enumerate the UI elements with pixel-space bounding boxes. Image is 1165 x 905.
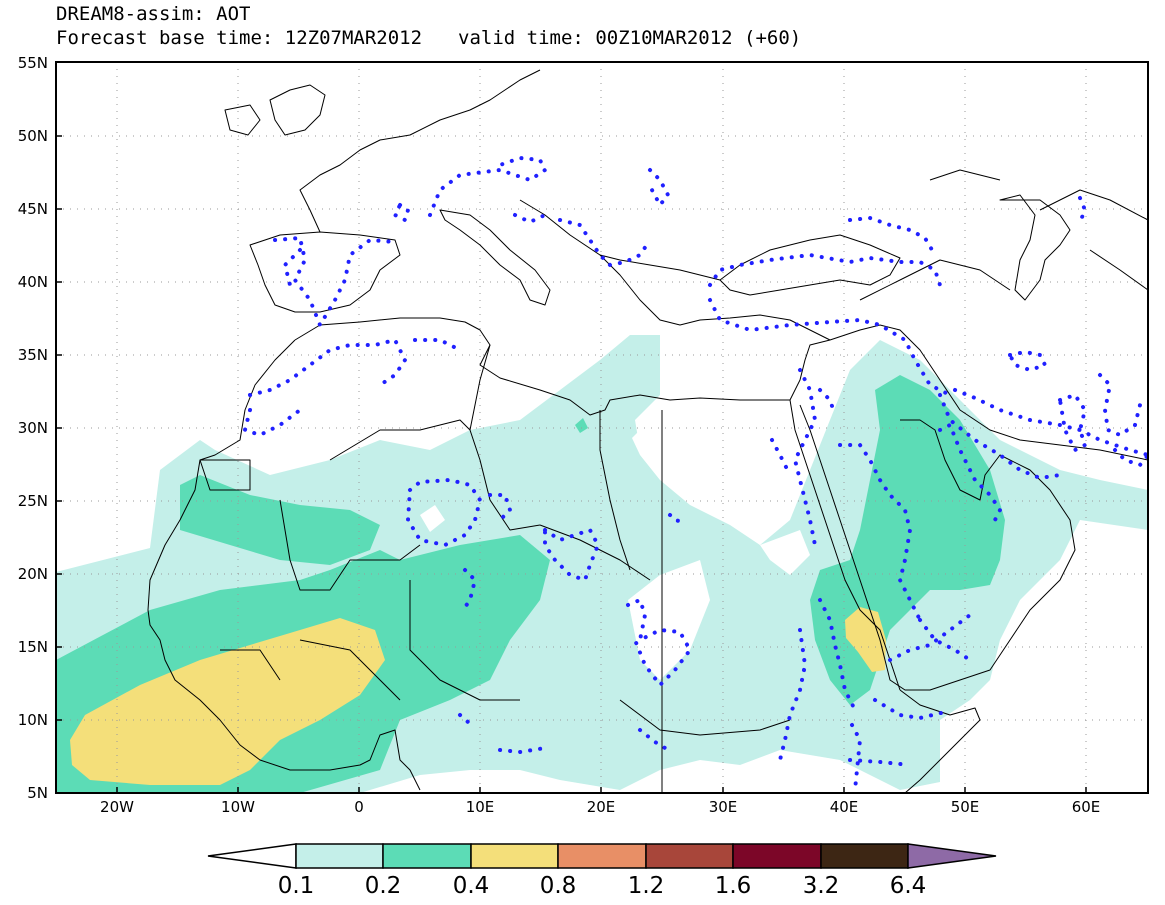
colorbar-segment-0.8 [557, 843, 647, 869]
lon-label-20e: 20E [587, 798, 616, 816]
colorbar-segment-0.2 [382, 843, 472, 869]
colorbar-label-0.1: 0.1 [278, 873, 315, 899]
lat-label-55n: 55N [18, 54, 48, 72]
lon-label-50e: 50E [951, 798, 980, 816]
aot-shade-0.4 [70, 607, 886, 785]
lon-label-30e: 30E [709, 798, 738, 816]
longitude-labels: 20W 10W 0 10E 20E 30E 40E 50E 60E [100, 798, 1100, 816]
colorbar-segment-1.6 [732, 843, 822, 869]
lon-label-10e: 10E [466, 798, 495, 816]
map-area [56, 62, 1148, 793]
lat-label-30n: 30N [18, 419, 48, 437]
lon-label-40e: 40E [830, 798, 859, 816]
colorbar-label-1.2: 1.2 [628, 873, 665, 899]
lat-label-25n: 25N [18, 492, 48, 510]
colorbar-label-0.8: 0.8 [540, 873, 577, 899]
axis-ticks [56, 61, 1087, 794]
lat-label-35n: 35N [18, 346, 48, 364]
colorbar-label-0.4: 0.4 [453, 873, 490, 899]
lon-label-10w: 10W [221, 798, 255, 816]
map-subtitle: Forecast base time: 12Z07MAR2012 valid ti… [56, 28, 801, 48]
colorbar-label-3.2: 3.2 [803, 873, 840, 899]
aot-contours [242, 155, 1148, 792]
lat-label-50n: 50N [18, 127, 48, 145]
forecast-base-time: Forecast base time: 12Z07MAR2012 [56, 27, 423, 49]
valid-time: valid time: 00Z10MAR2012 (+60) [458, 27, 802, 49]
colorbar-under-arrow [207, 843, 297, 869]
colorbar-label-0.2: 0.2 [365, 873, 402, 899]
colorbar-segment-3.2 [820, 843, 909, 869]
colorbar-label-6.4: 6.4 [890, 873, 927, 899]
colorbar-segment-0.4 [470, 843, 559, 869]
lat-label-40n: 40N [18, 273, 48, 291]
map-title: DREAM8-assim: AOT [56, 3, 251, 25]
latitude-labels: 5N 10N 15N 20N 25N 30N 35N 40N 45N 50N 5… [18, 54, 48, 802]
colorbar [207, 843, 997, 869]
lat-label-20n: 20N [18, 565, 48, 583]
aot-clear-holes [420, 400, 810, 680]
colorbar-labels: 0.1 0.2 0.4 0.8 1.2 1.6 3.2 6.4 [278, 873, 927, 899]
map-grid [56, 62, 1148, 793]
lon-label-60e: 60E [1072, 798, 1101, 816]
lon-label-0: 0 [354, 798, 364, 816]
lat-label-15n: 15N [18, 638, 48, 656]
colorbar-over-arrow [907, 843, 997, 869]
coastlines [147, 69, 1148, 793]
colorbar-segment-0.1 [295, 843, 384, 869]
lon-label-20w: 20W [100, 798, 134, 816]
colorbar-segment-1.2 [645, 843, 734, 869]
lat-label-10n: 10N [18, 711, 48, 729]
lat-label-45n: 45N [18, 200, 48, 218]
lat-label-5n: 5N [27, 784, 48, 802]
colorbar-label-1.6: 1.6 [715, 873, 752, 899]
